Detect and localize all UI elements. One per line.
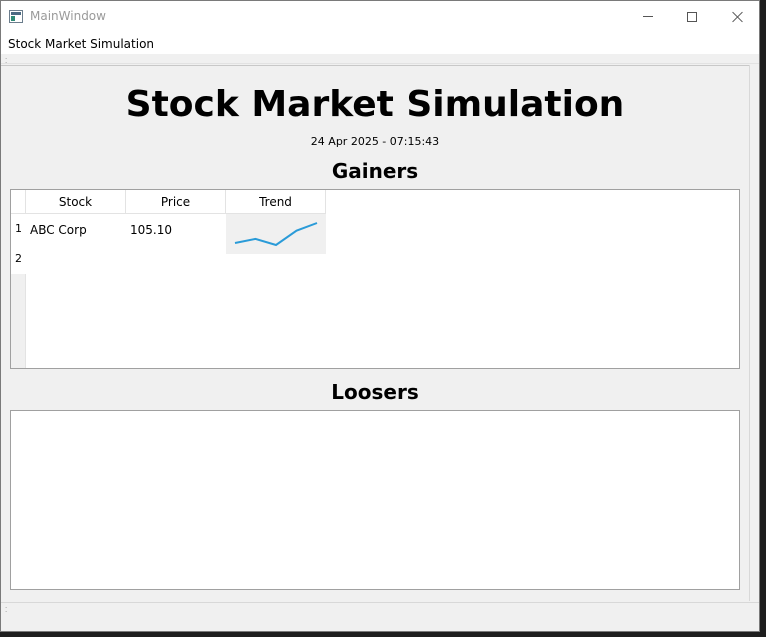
column-header-trend[interactable]: Trend [226, 190, 326, 214]
gainer-price-cell[interactable]: 105.10 [130, 223, 172, 237]
toolbar-grip-icon[interactable]: · · [5, 55, 8, 67]
trend-sparkline [234, 222, 318, 247]
losers-heading: Loosers [331, 380, 419, 404]
trend-sparkline-line [234, 222, 318, 247]
row-header-1[interactable]: 1 [11, 214, 26, 244]
maximize-button[interactable] [669, 1, 715, 32]
toolbar-area: · · [1, 54, 759, 67]
minimize-icon [643, 16, 653, 17]
right-dock-edge [749, 65, 759, 601]
table-corner-button[interactable] [11, 190, 26, 214]
title-bar[interactable]: MainWindow [1, 1, 759, 32]
close-button[interactable] [715, 1, 759, 32]
window-title: MainWindow [30, 9, 106, 23]
app-window-icon [9, 10, 23, 23]
gainers-heading: Gainers [331, 159, 419, 183]
column-header-stock[interactable]: Stock [26, 190, 126, 214]
minimize-button[interactable] [625, 1, 671, 32]
timestamp-label: 24 Apr 2025 - 07:15:43 [310, 135, 440, 148]
close-icon [732, 11, 744, 23]
gainer-trend-cell[interactable] [226, 214, 326, 254]
central-widget: Stock Market Simulation 24 Apr 2025 - 07… [1, 65, 749, 601]
menu-bar: Stock Market Simulation [1, 32, 759, 54]
page-title: Stock Market Simulation [125, 84, 625, 125]
status-bar: · · [1, 602, 759, 631]
row-header-2[interactable]: 2 [11, 244, 26, 274]
statusbar-grip-icon[interactable]: · · [5, 604, 8, 616]
gainer-stock-cell[interactable]: ABC Corp [30, 223, 87, 237]
column-header-price[interactable]: Price [126, 190, 226, 214]
maximize-icon [687, 11, 697, 22]
gainers-table[interactable]: Stock Price Trend 1 2 ABC Corp 105.10 [10, 189, 740, 369]
menu-item-stock-market-simulation[interactable]: Stock Market Simulation [8, 37, 155, 51]
losers-table[interactable] [10, 410, 740, 590]
